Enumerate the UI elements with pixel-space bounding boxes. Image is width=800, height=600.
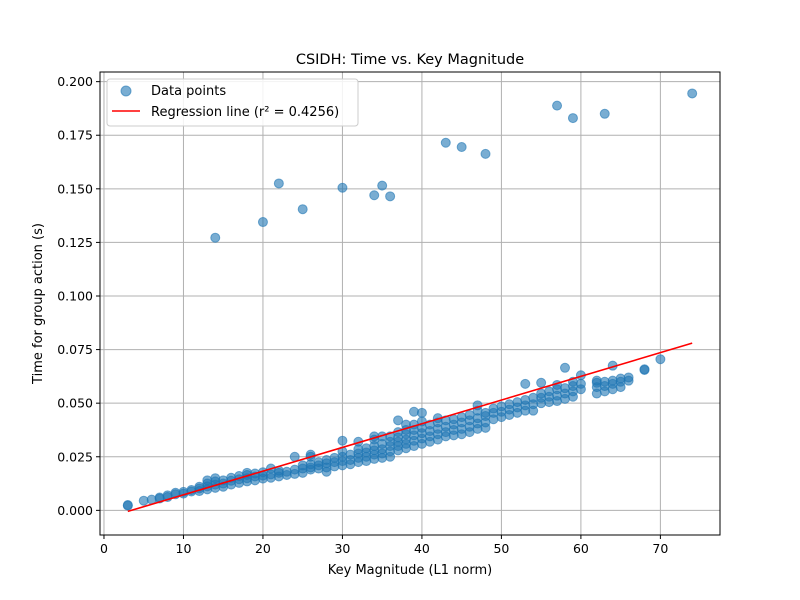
plot-area bbox=[122, 88, 698, 513]
legend-label-data-points: Data points bbox=[151, 84, 226, 99]
data-point bbox=[575, 378, 586, 389]
data-point bbox=[377, 180, 388, 191]
x-tick-label: 50 bbox=[493, 541, 509, 556]
y-tick-label: 0.000 bbox=[57, 503, 93, 518]
y-tick-label: 0.025 bbox=[57, 449, 93, 464]
x-tick-label: 70 bbox=[652, 541, 668, 556]
y-tick-label: 0.175 bbox=[57, 128, 93, 143]
y-tick-label: 0.075 bbox=[57, 342, 93, 357]
legend-label-regression-line: Regression line (r² = 0.4256) bbox=[151, 105, 339, 120]
grid-lines bbox=[100, 72, 720, 535]
y-axis-label: Time for group action (s) bbox=[31, 223, 46, 385]
x-tick-label: 30 bbox=[334, 541, 350, 556]
y-axis-ticks: 0.000 0.025 0.050 0.075 0.100 0.125 0.150 0.175… bbox=[57, 74, 100, 518]
data-point bbox=[520, 378, 531, 389]
data-point bbox=[480, 148, 491, 159]
data-point bbox=[623, 372, 634, 383]
data-point bbox=[599, 108, 610, 119]
data-point bbox=[385, 191, 396, 202]
data-point bbox=[440, 137, 451, 148]
x-tick-label: 0 bbox=[100, 541, 108, 556]
y-tick-label: 0.125 bbox=[57, 235, 93, 250]
x-axis-ticks: 0 10 20 30 40 50 60 70 bbox=[100, 535, 668, 556]
legend-marker-data-points bbox=[120, 85, 132, 97]
data-point bbox=[567, 113, 578, 124]
legend-box bbox=[106, 78, 359, 127]
axes-frame bbox=[99, 71, 721, 536]
data-point bbox=[536, 377, 547, 388]
data-point bbox=[273, 178, 284, 189]
x-axis-label: Key Magnitude (L1 norm) bbox=[328, 563, 492, 578]
data-point bbox=[122, 500, 133, 511]
data-point bbox=[655, 354, 666, 365]
data-point bbox=[456, 142, 467, 153]
data-point bbox=[393, 415, 404, 426]
y-tick-label: 0.050 bbox=[57, 396, 93, 411]
data-point bbox=[337, 435, 348, 446]
data-point bbox=[552, 100, 563, 111]
y-tick-label: 0.200 bbox=[57, 74, 93, 89]
regression-line bbox=[127, 342, 693, 513]
data-point bbox=[416, 407, 427, 418]
x-tick-label: 20 bbox=[255, 541, 271, 556]
data-point bbox=[639, 364, 650, 375]
chart-title: CSIDH: Time vs. Key Magnitude bbox=[296, 52, 524, 68]
data-point bbox=[257, 217, 268, 228]
data-point bbox=[560, 362, 570, 373]
legend: Data points Regression line (r² = 0.4256… bbox=[106, 78, 359, 127]
x-tick-label: 40 bbox=[414, 541, 430, 556]
x-tick-label: 60 bbox=[573, 541, 589, 556]
data-point bbox=[369, 190, 380, 201]
x-tick-label: 10 bbox=[176, 541, 192, 556]
data-point bbox=[297, 204, 308, 215]
y-tick-label: 0.100 bbox=[57, 288, 93, 303]
y-tick-label: 0.150 bbox=[57, 181, 93, 196]
data-point bbox=[210, 232, 221, 243]
data-point bbox=[687, 88, 698, 99]
data-point bbox=[337, 182, 348, 193]
